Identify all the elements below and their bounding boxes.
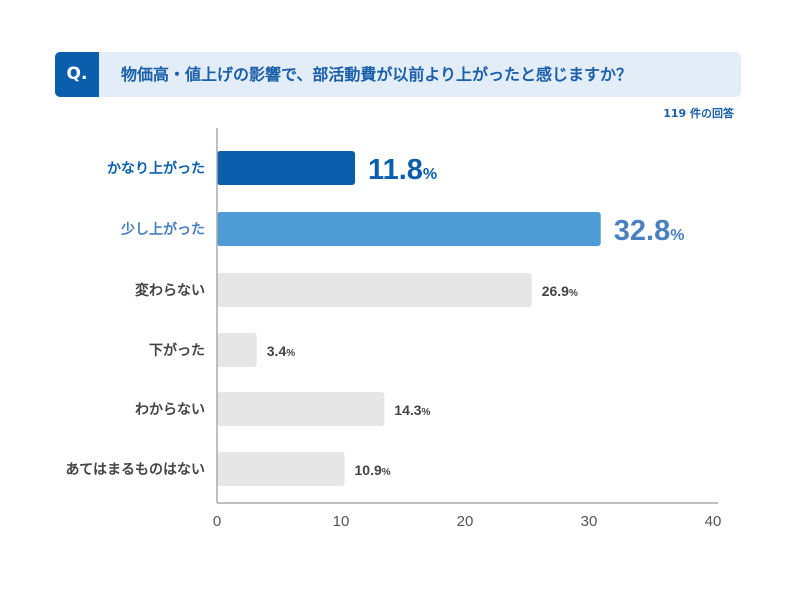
category-label: わからない: [135, 402, 205, 418]
value-label: 26.9%: [542, 283, 578, 299]
bar-1: [217, 212, 601, 246]
question-mark: Q.: [55, 52, 99, 97]
x-tick-label: 10: [333, 513, 350, 530]
question-text: 物価高・値上げの影響で、部活動費が以前より上がったと感じますか？: [121, 65, 633, 84]
value-label: 3.4%: [267, 343, 295, 359]
bar-5: [217, 452, 345, 486]
category-label: 下がった: [149, 342, 205, 359]
category-label: かなり上がった: [107, 160, 205, 177]
category-label: 変わらない: [135, 282, 205, 299]
bar-0: [217, 151, 356, 185]
x-tick-label: 20: [457, 513, 474, 530]
bar-3: [217, 333, 257, 367]
x-tick-label: 40: [705, 513, 722, 530]
value-label: 11.8%: [368, 154, 437, 186]
category-label: 少し上がった: [120, 221, 205, 238]
x-tick-label: 30: [581, 513, 598, 530]
response-count: 119 件の回答: [663, 107, 734, 120]
question-banner: Q. 物価高・値上げの影響で、部活動費が以前より上がったと感じますか？: [55, 52, 741, 97]
value-label: 32.8%: [614, 215, 685, 247]
value-label: 10.9%: [355, 462, 391, 478]
bar-2: [217, 273, 532, 307]
x-tick-label: 0: [213, 513, 221, 530]
value-label: 14.3%: [394, 402, 430, 418]
category-label: あてはまるものはない: [66, 462, 205, 478]
bar-4: [217, 392, 385, 426]
